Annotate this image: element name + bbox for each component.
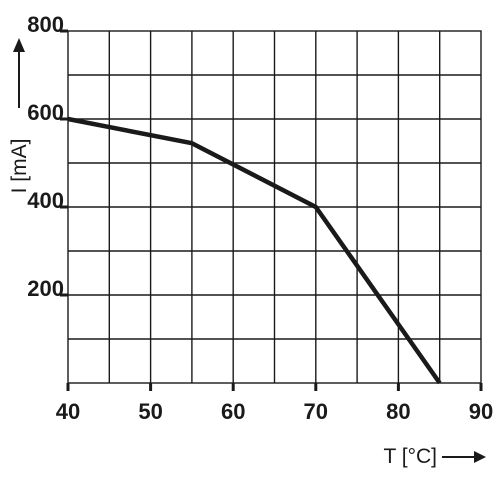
y-axis-arrow-icon	[13, 38, 25, 108]
y-tick-label: 200	[27, 276, 64, 301]
x-tick-label: 60	[221, 399, 245, 424]
x-tick-label: 80	[386, 399, 410, 424]
y-tick-label: 400	[27, 188, 64, 213]
axis-ticks: 40 50 60 70 80 90 200 400 600 800	[27, 12, 493, 424]
x-axis-arrow-icon	[442, 451, 486, 463]
y-axis-label: I [mA]	[8, 139, 31, 194]
x-tick-label: 70	[304, 399, 328, 424]
series-group	[67, 116, 442, 385]
y-tick-label: 800	[27, 12, 64, 37]
series-line	[67, 116, 442, 385]
plot-grid	[68, 31, 481, 383]
x-tick-label: 40	[56, 399, 80, 424]
x-tick-label: 50	[138, 399, 162, 424]
y-tick-label: 600	[27, 100, 64, 125]
x-axis-label: T [°C]	[383, 445, 437, 468]
x-tick-label: 90	[469, 399, 493, 424]
